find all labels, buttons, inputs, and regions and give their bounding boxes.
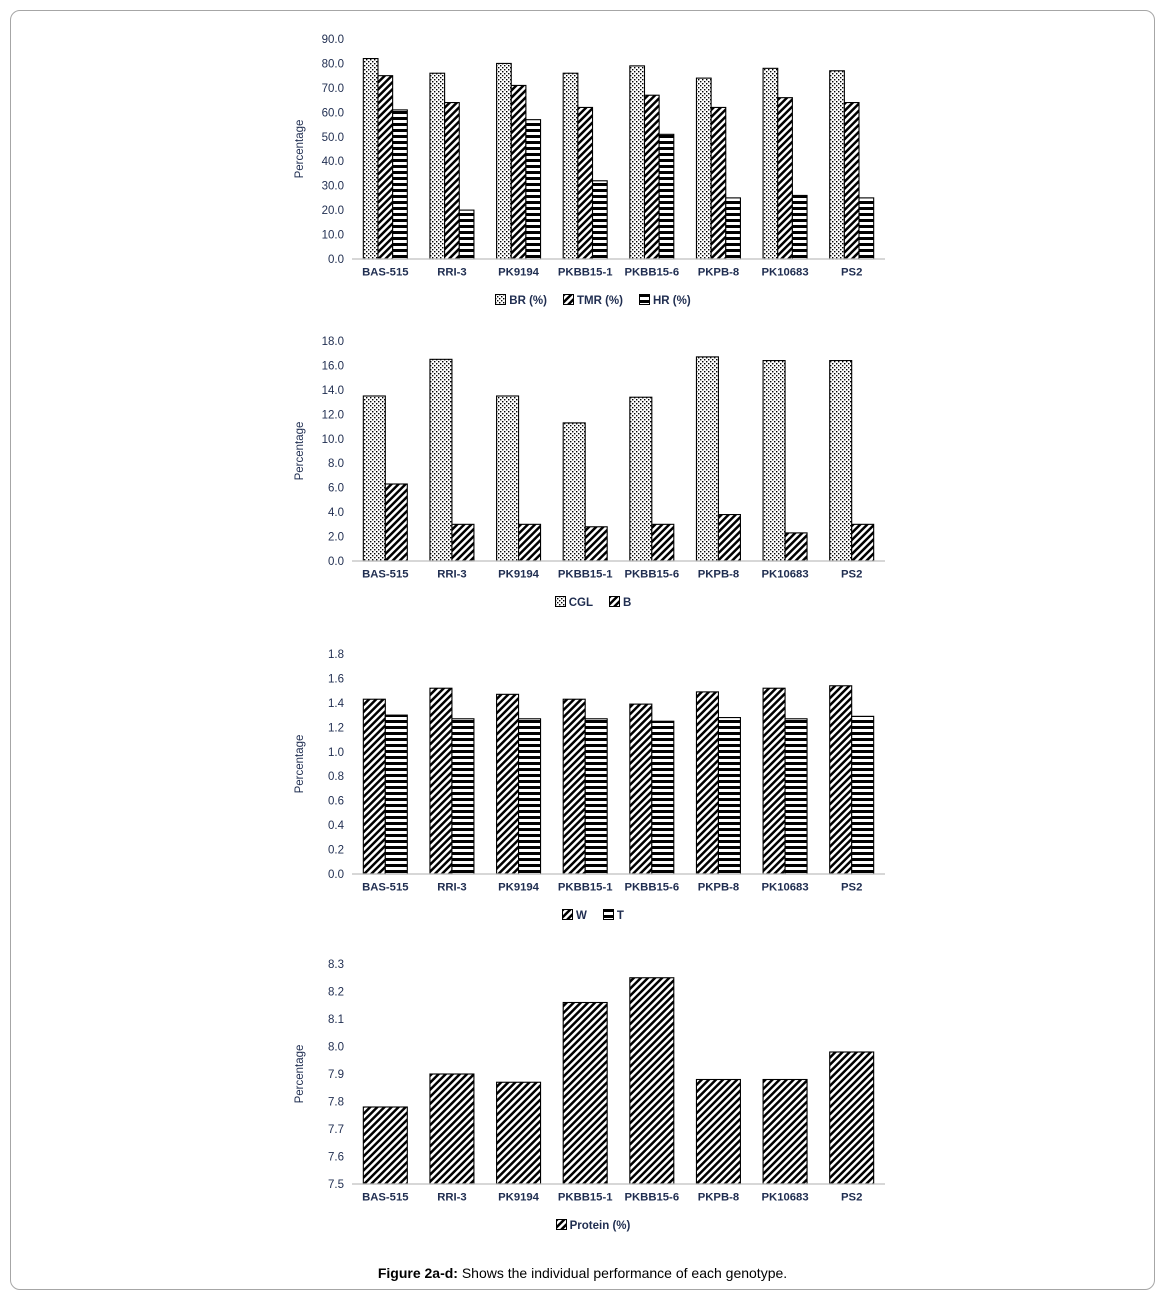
svg-text:8.3: 8.3 bbox=[328, 959, 344, 971]
svg-text:PS2: PS2 bbox=[841, 882, 862, 894]
svg-text:BAS-515: BAS-515 bbox=[362, 882, 408, 894]
svg-text:0.0: 0.0 bbox=[328, 254, 344, 266]
svg-text:8.2: 8.2 bbox=[328, 987, 344, 999]
svg-text:Percentage: Percentage bbox=[294, 1045, 306, 1104]
svg-text:0.0: 0.0 bbox=[328, 869, 344, 881]
svg-text:PKBB15-1: PKBB15-1 bbox=[558, 1192, 613, 1204]
svg-text:30.0: 30.0 bbox=[322, 181, 344, 193]
svg-text:0.6: 0.6 bbox=[328, 796, 344, 808]
svg-text:10.0: 10.0 bbox=[322, 434, 344, 446]
svg-text:RRI-3: RRI-3 bbox=[437, 267, 467, 279]
svg-text:PK9194: PK9194 bbox=[498, 882, 540, 894]
svg-text:0.2: 0.2 bbox=[328, 845, 344, 857]
svg-text:8.1: 8.1 bbox=[328, 1014, 344, 1026]
svg-text:7.5: 7.5 bbox=[328, 1179, 344, 1191]
svg-text:PK9194: PK9194 bbox=[498, 1192, 540, 1204]
svg-text:Percentage: Percentage bbox=[294, 422, 306, 481]
svg-text:60.0: 60.0 bbox=[322, 107, 344, 119]
svg-text:7.8: 7.8 bbox=[328, 1097, 344, 1109]
svg-text:PKBB15-6: PKBB15-6 bbox=[624, 267, 679, 279]
svg-text:50.0: 50.0 bbox=[322, 132, 344, 144]
svg-text:Percentage: Percentage bbox=[294, 735, 306, 794]
svg-text:PKPB-8: PKPB-8 bbox=[698, 569, 739, 581]
svg-text:4.0: 4.0 bbox=[328, 507, 344, 519]
svg-text:PKBB15-6: PKBB15-6 bbox=[624, 882, 679, 894]
svg-text:40.0: 40.0 bbox=[322, 156, 344, 168]
svg-text:80.0: 80.0 bbox=[322, 58, 344, 70]
svg-text:2.0: 2.0 bbox=[328, 532, 344, 544]
svg-text:12.0: 12.0 bbox=[322, 409, 344, 421]
svg-text:1.6: 1.6 bbox=[328, 673, 344, 685]
svg-text:RRI-3: RRI-3 bbox=[437, 882, 467, 894]
svg-text:RRI-3: RRI-3 bbox=[437, 569, 467, 581]
svg-text:1.8: 1.8 bbox=[328, 649, 344, 661]
svg-text:Percentage: Percentage bbox=[294, 120, 306, 179]
svg-text:PKBB15-1: PKBB15-1 bbox=[558, 267, 613, 279]
svg-text:PKBB15-1: PKBB15-1 bbox=[558, 882, 613, 894]
svg-text:6.0: 6.0 bbox=[328, 483, 344, 495]
svg-text:PK10683: PK10683 bbox=[762, 1192, 809, 1204]
svg-text:7.9: 7.9 bbox=[328, 1069, 344, 1081]
svg-text:7.6: 7.6 bbox=[328, 1152, 344, 1164]
svg-text:PK10683: PK10683 bbox=[762, 882, 809, 894]
svg-text:1.0: 1.0 bbox=[328, 747, 344, 759]
svg-text:PKBB15-6: PKBB15-6 bbox=[624, 569, 679, 581]
svg-text:16.0: 16.0 bbox=[322, 360, 344, 372]
svg-text:BAS-515: BAS-515 bbox=[362, 1192, 408, 1204]
svg-text:BAS-515: BAS-515 bbox=[362, 569, 408, 581]
svg-text:BAS-515: BAS-515 bbox=[362, 267, 408, 279]
svg-text:90.0: 90.0 bbox=[322, 34, 344, 46]
svg-text:14.0: 14.0 bbox=[322, 385, 344, 397]
svg-text:1.4: 1.4 bbox=[328, 698, 345, 710]
svg-text:0.4: 0.4 bbox=[328, 820, 345, 832]
svg-text:8.0: 8.0 bbox=[328, 458, 344, 470]
svg-text:7.7: 7.7 bbox=[328, 1124, 344, 1136]
svg-text:PS2: PS2 bbox=[841, 569, 862, 581]
svg-text:8.0: 8.0 bbox=[328, 1042, 344, 1054]
svg-text:0.0: 0.0 bbox=[328, 556, 344, 568]
svg-text:PK9194: PK9194 bbox=[498, 569, 540, 581]
svg-text:PKPB-8: PKPB-8 bbox=[698, 882, 739, 894]
svg-text:PS2: PS2 bbox=[841, 1192, 862, 1204]
svg-text:PS2: PS2 bbox=[841, 267, 862, 279]
svg-text:RRI-3: RRI-3 bbox=[437, 1192, 467, 1204]
svg-text:PKBB15-6: PKBB15-6 bbox=[624, 1192, 679, 1204]
svg-text:10.0: 10.0 bbox=[322, 230, 344, 242]
svg-text:18.0: 18.0 bbox=[322, 336, 344, 348]
svg-text:0.8: 0.8 bbox=[328, 771, 344, 783]
svg-text:20.0: 20.0 bbox=[322, 205, 344, 217]
svg-text:PKBB15-1: PKBB15-1 bbox=[558, 569, 613, 581]
svg-text:1.2: 1.2 bbox=[328, 722, 344, 734]
svg-text:PKPB-8: PKPB-8 bbox=[698, 267, 739, 279]
svg-text:PKPB-8: PKPB-8 bbox=[698, 1192, 739, 1204]
svg-text:PK9194: PK9194 bbox=[498, 267, 540, 279]
svg-text:70.0: 70.0 bbox=[322, 83, 344, 95]
svg-text:PK10683: PK10683 bbox=[762, 267, 809, 279]
svg-text:PK10683: PK10683 bbox=[762, 569, 809, 581]
